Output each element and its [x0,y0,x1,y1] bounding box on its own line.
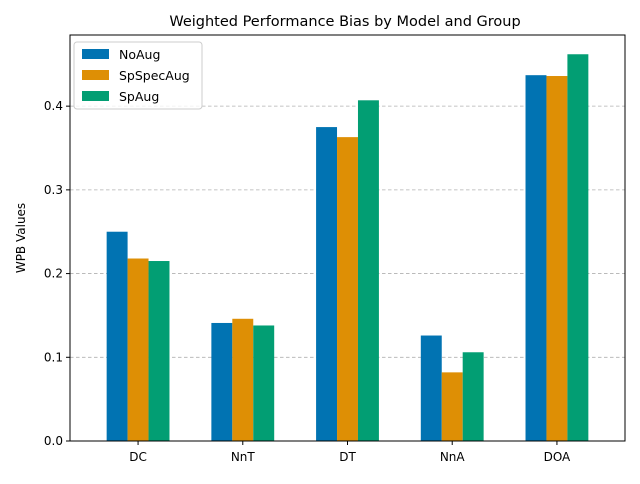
x-tick-label: DC [129,450,147,464]
x-tick-label: NnA [440,450,466,464]
y-tick-label: 0.2 [44,267,63,281]
bar-SpSpecAug-NnA [441,372,463,441]
legend: NoAug SpSpecAug SpAug [73,41,203,110]
y-tick-label: 0.4 [44,99,63,113]
bar-SpSpecAug-DT [337,137,358,441]
bar-SpAug-NnT [253,325,275,441]
bar-NoAug-DOA [525,75,547,441]
bar-SpAug-DC [148,261,170,441]
bars [106,54,589,442]
x-tick-label: DOA [544,450,571,464]
bar-NoAug-DC [106,231,128,441]
bar-SpAug-DOA [567,54,589,442]
bar-NoAug-DT [316,127,338,442]
y-axis-label: WPB Values [14,203,28,273]
bar-NoAug-NnA [420,335,442,441]
legend-swatch-SpAug [82,91,109,101]
y-tick-label: 0.1 [44,350,63,364]
y-tick-label: 0.3 [44,183,63,197]
bar-SpSpecAug-NnT [232,318,254,441]
bar-NoAug-NnT [211,322,233,441]
x-tick-label: NnT [231,450,256,464]
chart-title: Weighted Performance Bias by Model and G… [169,14,520,30]
bar-SpSpecAug-DOA [546,76,568,441]
bar-SpSpecAug-DC [127,258,149,441]
legend-swatch-NoAug [82,49,109,59]
x-tick-label: DT [339,450,356,464]
legend-swatch-SpSpecAug [82,70,109,80]
legend-label-SpSpecAug: SpSpecAug [119,68,190,83]
legend-label-NoAug: NoAug [119,47,160,62]
bar-SpAug-DT [357,100,379,441]
legend-label-SpAug: SpAug [119,89,159,104]
bar-SpAug-NnA [462,352,484,441]
y-axis: 0.0 0.1 0.2 0.3 0.4 [44,99,70,448]
x-axis: DC NnT DT NnA DOA [129,441,571,464]
y-tick-label: 0.0 [44,434,63,448]
